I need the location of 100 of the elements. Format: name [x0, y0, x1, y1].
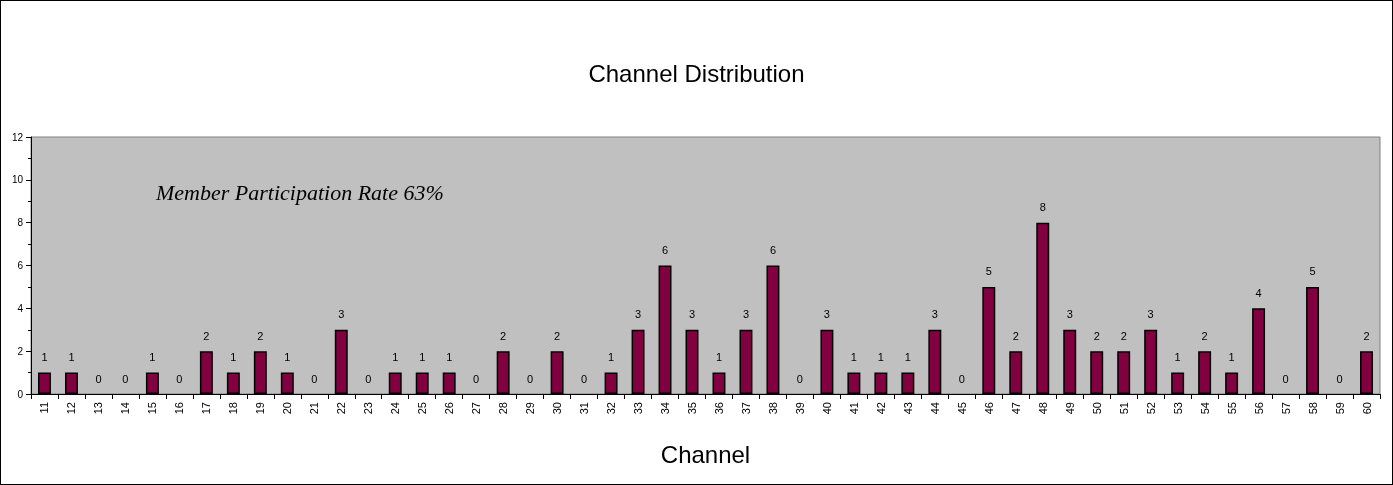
y-tick-label: 10 [11, 174, 24, 186]
data-label: 1 [419, 351, 426, 364]
x-tick-label: 14 [119, 402, 132, 415]
data-label: 3 [634, 308, 642, 321]
data-label: 0 [527, 372, 534, 385]
x-tick-label: 41 [847, 402, 860, 415]
data-label: 4 [1255, 286, 1262, 299]
data-label: 2 [203, 329, 210, 342]
y-tick-label: 12 [11, 131, 24, 143]
x-tick-label: 20 [281, 402, 294, 415]
x-tick-label: 22 [335, 402, 348, 415]
y-tick-label: 2 [17, 345, 24, 357]
data-label: 3 [338, 308, 345, 321]
x-tick-label: 50 [1090, 402, 1103, 415]
x-tick-label: 60 [1360, 402, 1373, 415]
x-tick-label: 19 [254, 402, 267, 415]
data-label: 2 [500, 329, 507, 342]
data-label: 1 [1228, 351, 1235, 364]
x-tick-label: 48 [1036, 402, 1049, 415]
x-tick-label: 55 [1225, 402, 1238, 415]
x-tick-label: 43 [901, 402, 914, 415]
x-tick-label: 23 [362, 402, 375, 415]
x-tick-label: 54 [1198, 402, 1211, 415]
x-tick-label: 29 [524, 402, 537, 415]
x-tick-label: 21 [308, 402, 321, 415]
data-label: 1 [41, 351, 48, 364]
data-label: 1 [608, 351, 615, 364]
data-label: 6 [769, 244, 777, 256]
x-tick-label: 56 [1252, 402, 1265, 415]
data-label: 5 [985, 265, 992, 278]
x-tick-label: 52 [1144, 402, 1157, 415]
x-tick-label: 53 [1171, 402, 1184, 415]
data-label: 3 [1147, 308, 1154, 321]
x-tick-label: 32 [605, 402, 618, 415]
x-tick-label: 26 [443, 402, 456, 415]
x-tick-label: 13 [92, 402, 105, 415]
data-label: 1 [877, 351, 884, 364]
x-tick-label: 51 [1117, 402, 1130, 415]
data-label: 1 [149, 351, 156, 364]
data-label: 0 [796, 372, 803, 385]
x-tick-label: 31 [578, 402, 591, 415]
x-tick-label: 15 [146, 402, 159, 415]
y-tick-label: 4 [17, 302, 24, 314]
data-label: 0 [95, 372, 102, 385]
x-tick-label: 42 [874, 402, 887, 415]
x-tick-label: 24 [389, 402, 402, 415]
data-label: 2 [1093, 329, 1100, 342]
data-label: 0 [473, 372, 480, 385]
x-tick-label: 47 [1009, 402, 1022, 415]
data-label: 0 [581, 372, 588, 385]
x-tick-label: 45 [955, 402, 968, 415]
data-label: 8 [1039, 201, 1046, 214]
x-tick-label: 27 [470, 402, 483, 415]
data-label: 2 [554, 329, 561, 342]
x-tick-label: 33 [632, 402, 645, 415]
data-label: 6 [661, 244, 669, 256]
x-tick-label: 35 [686, 402, 699, 415]
data-label: 2 [1012, 329, 1019, 342]
x-tick-label: 40 [820, 402, 833, 415]
x-tick-label: 34 [659, 402, 672, 415]
x-tick-label: 58 [1306, 402, 1319, 415]
x-tick-label: 49 [1063, 402, 1076, 415]
x-tick-label: 59 [1333, 402, 1346, 415]
data-label: 0 [311, 372, 318, 385]
x-tick-label: 12 [65, 402, 78, 415]
x-tick-label: 18 [227, 402, 240, 415]
data-label: 3 [823, 308, 830, 321]
data-label: 5 [1309, 265, 1316, 278]
data-label: 2 [1363, 329, 1370, 342]
annotation: Member Participation Rate 63% [155, 179, 444, 205]
x-tick-label: 44 [928, 402, 941, 415]
data-label: 0 [176, 372, 183, 385]
data-label: 1 [1174, 351, 1181, 364]
x-tick-label: 17 [200, 402, 213, 415]
data-label: 0 [1282, 372, 1289, 385]
data-label: 1 [284, 351, 291, 364]
data-label: 2 [1201, 329, 1208, 342]
x-tick-label: 28 [497, 402, 510, 415]
data-label: 0 [365, 372, 372, 385]
data-label: 1 [715, 351, 723, 364]
x-tick-label: 39 [793, 402, 806, 415]
data-label: 1 [904, 351, 911, 364]
y-tick-label: 6 [17, 260, 24, 271]
data-label: 1 [230, 351, 237, 364]
x-tick-label: 30 [551, 402, 564, 415]
data-label: 1 [392, 351, 399, 364]
data-label: 1 [68, 351, 75, 364]
chart-title: Channel Distribution [588, 59, 805, 87]
data-label: 3 [1066, 308, 1073, 321]
x-tick-label: 11 [38, 402, 51, 414]
x-tick-label: 25 [416, 402, 429, 415]
data-label: 1 [850, 351, 857, 364]
y-tick-label: 8 [17, 217, 24, 229]
y-tick-label: 0 [17, 388, 24, 400]
x-tick-label: 57 [1279, 402, 1292, 415]
data-label: 0 [1336, 372, 1343, 385]
x-tick-label: 46 [982, 402, 995, 415]
x-tick-label: 16 [173, 402, 186, 415]
data-label: 1 [446, 351, 453, 364]
x-tick-label: 36 [712, 402, 725, 415]
